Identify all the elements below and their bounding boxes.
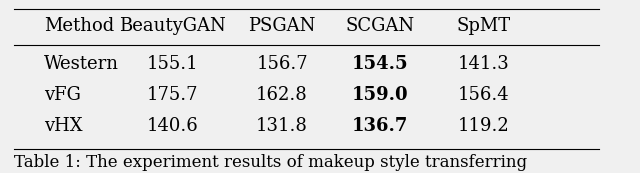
Text: 159.0: 159.0 <box>351 86 408 104</box>
Text: BeautyGAN: BeautyGAN <box>119 17 226 35</box>
Text: Table 1: The experiment results of makeup style transferring: Table 1: The experiment results of makeu… <box>13 154 527 171</box>
Text: SCGAN: SCGAN <box>345 17 414 35</box>
Text: PSGAN: PSGAN <box>248 17 316 35</box>
Text: 136.7: 136.7 <box>351 117 408 135</box>
Text: SpMT: SpMT <box>456 17 511 35</box>
Text: 175.7: 175.7 <box>147 86 198 104</box>
Text: 140.6: 140.6 <box>147 117 198 135</box>
Text: 141.3: 141.3 <box>458 55 509 73</box>
Text: vFG: vFG <box>44 86 81 104</box>
Text: Western: Western <box>44 55 119 73</box>
Text: 154.5: 154.5 <box>351 55 408 73</box>
Text: 155.1: 155.1 <box>147 55 198 73</box>
Text: 131.8: 131.8 <box>256 117 308 135</box>
Text: Method: Method <box>44 17 115 35</box>
Text: vHX: vHX <box>44 117 83 135</box>
Text: 119.2: 119.2 <box>458 117 509 135</box>
Text: 156.7: 156.7 <box>256 55 308 73</box>
Text: 156.4: 156.4 <box>458 86 509 104</box>
Text: 162.8: 162.8 <box>256 86 308 104</box>
